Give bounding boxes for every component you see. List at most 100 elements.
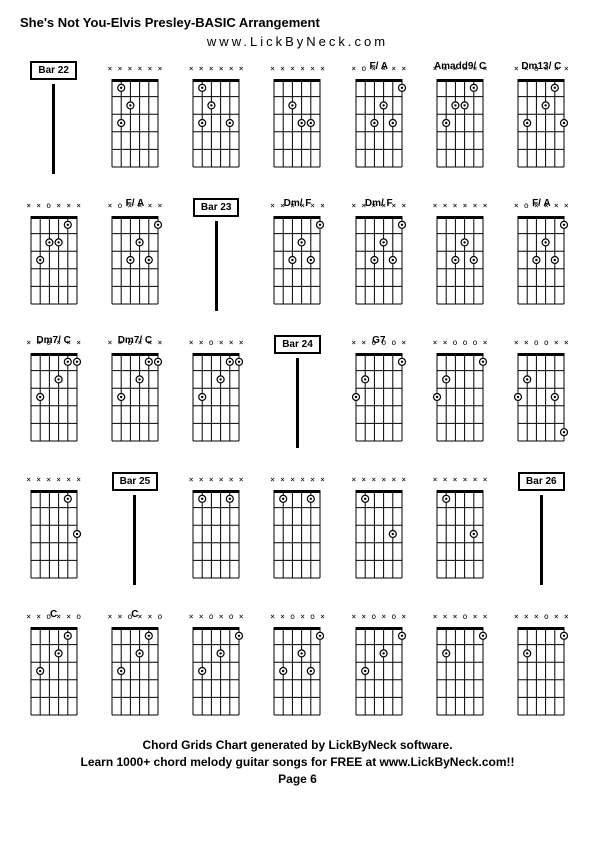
site-subtitle: www.LickByNeck.com: [20, 34, 575, 49]
chord-diagram: ××××××: [268, 486, 326, 582]
footer-line1: Chord Grids Chart generated by LickByNec…: [20, 737, 575, 754]
chord-diagram: ××ooo×: [431, 349, 489, 445]
bar-label: Bar 22: [30, 61, 77, 80]
bar-line: [52, 84, 55, 174]
chord-cell: ××oo××: [508, 335, 575, 448]
chord-diagram: ×o××××: [512, 212, 570, 308]
chord-diagram: ×××o××: [512, 623, 570, 719]
bar-line: [133, 495, 136, 585]
bar-label: Bar 25: [112, 472, 159, 491]
chord-cell: ××××××: [183, 61, 250, 174]
chord-cell: ××o×××: [183, 335, 250, 448]
chord-cell: ××××××: [264, 61, 331, 174]
chord-diagram: ××o×o×: [187, 623, 245, 719]
chord-cell: G7××ooo×: [345, 335, 412, 448]
bar-marker: Bar 22: [20, 61, 87, 174]
chord-diagram: ××o×××: [106, 349, 164, 445]
chord-cell: ××××××: [426, 198, 493, 311]
footer: Chord Grids Chart generated by LickByNec…: [20, 737, 575, 787]
chord-grid: Bar 22 ×××××× ×××××× ××××××F/ A×o××××Ama…: [20, 61, 575, 719]
chord-diagram: ××oo××: [512, 349, 570, 445]
string-markers: ××o×××: [187, 339, 245, 347]
chord-cell: ××××××: [20, 472, 87, 585]
chord-cell: ××××××: [101, 61, 168, 174]
chord-cell: ××××××: [183, 472, 250, 585]
chord-diagram: ××o×××: [25, 212, 83, 308]
string-markers: ××ooo×: [431, 339, 489, 347]
chord-cell: ×××o××: [426, 609, 493, 719]
chord-cell: F/ A×o××××: [101, 198, 168, 311]
chord-diagram: ××××××: [187, 75, 245, 171]
string-markers: ××××××: [431, 476, 489, 484]
footer-page: Page 6: [20, 771, 575, 788]
chord-diagram: ××o×××: [25, 349, 83, 445]
chord-diagram: ××o×o×: [268, 623, 326, 719]
chord-cell: Dm7/ C××o×××: [101, 335, 168, 448]
chord-diagram: ×××o××: [431, 623, 489, 719]
string-markers: ××o×××: [512, 65, 570, 73]
chord-diagram: ×o××××: [350, 75, 408, 171]
chord-diagram: ××o××o: [25, 623, 83, 719]
bar-line: [540, 495, 543, 585]
chord-cell: ××o×××: [20, 198, 87, 311]
page-container: She's Not You-Elvis Presley-BASIC Arrang…: [0, 0, 595, 802]
chord-cell: C××o××o: [101, 609, 168, 719]
string-markers: ××o×××: [25, 339, 83, 347]
string-markers: ××××××: [268, 65, 326, 73]
chord-diagram: ××o××o: [106, 623, 164, 719]
string-markers: ××o×××: [25, 202, 83, 210]
string-markers: ××××××: [350, 476, 408, 484]
chord-diagram: ××ooo×: [350, 349, 408, 445]
string-markers: ××××××: [187, 476, 245, 484]
string-markers: ×××o××: [431, 613, 489, 621]
chord-cell: ××ooo×: [426, 335, 493, 448]
chord-cell: ××o×o×: [183, 609, 250, 719]
bar-marker: Bar 23: [183, 198, 250, 311]
bar-marker: Bar 25: [101, 472, 168, 585]
bar-label: Bar 23: [193, 198, 240, 217]
chord-cell: C××o××o: [20, 609, 87, 719]
string-markers: ××××××: [431, 65, 489, 73]
chord-diagram: ××××××: [431, 212, 489, 308]
chord-diagram: ××××××: [25, 486, 83, 582]
chord-diagram: ××××××: [350, 212, 408, 308]
song-title: She's Not You-Elvis Presley-BASIC Arrang…: [20, 15, 575, 30]
chord-diagram: ××××××: [431, 75, 489, 171]
chord-cell: ××o×o×: [264, 609, 331, 719]
chord-cell: F/ A×o××××: [508, 198, 575, 311]
bar-label: Bar 24: [274, 335, 321, 354]
string-markers: ××oo××: [512, 339, 570, 347]
chord-cell: ××××××: [426, 472, 493, 585]
chord-cell: Amadd9/ C××××××: [426, 61, 493, 174]
bar-marker: Bar 24: [264, 335, 331, 448]
string-markers: ××××××: [106, 65, 164, 73]
string-markers: ×o××××: [512, 202, 570, 210]
chord-diagram: ××××××: [187, 486, 245, 582]
string-markers: ××××××: [268, 202, 326, 210]
chord-diagram: ××o×o×: [350, 623, 408, 719]
chord-cell: ××××××: [264, 472, 331, 585]
string-markers: ××××××: [268, 476, 326, 484]
chord-cell: ×××o××: [508, 609, 575, 719]
chord-cell: ××××××: [345, 472, 412, 585]
chord-diagram: ××××××: [350, 486, 408, 582]
chord-diagram: ××o×××: [512, 75, 570, 171]
string-markers: ×o××××: [106, 202, 164, 210]
bar-line: [215, 221, 218, 311]
chord-diagram: ××××××: [106, 75, 164, 171]
chord-diagram: ××××××: [268, 212, 326, 308]
string-markers: ××o××o: [25, 613, 83, 621]
chord-diagram: ×o××××: [106, 212, 164, 308]
chord-cell: Dm/ F××××××: [345, 198, 412, 311]
string-markers: ××o×o×: [187, 613, 245, 621]
string-markers: ××ooo×: [350, 339, 408, 347]
string-markers: ××××××: [431, 202, 489, 210]
chord-cell: Dm13/ C××o×××: [508, 61, 575, 174]
string-markers: ××o×××: [106, 339, 164, 347]
bar-marker: Bar 26: [508, 472, 575, 585]
bar-line: [296, 358, 299, 448]
string-markers: ××××××: [350, 202, 408, 210]
chord-cell: Dm/ F××××××: [264, 198, 331, 311]
chord-diagram: ××××××: [268, 75, 326, 171]
bar-label: Bar 26: [518, 472, 565, 491]
